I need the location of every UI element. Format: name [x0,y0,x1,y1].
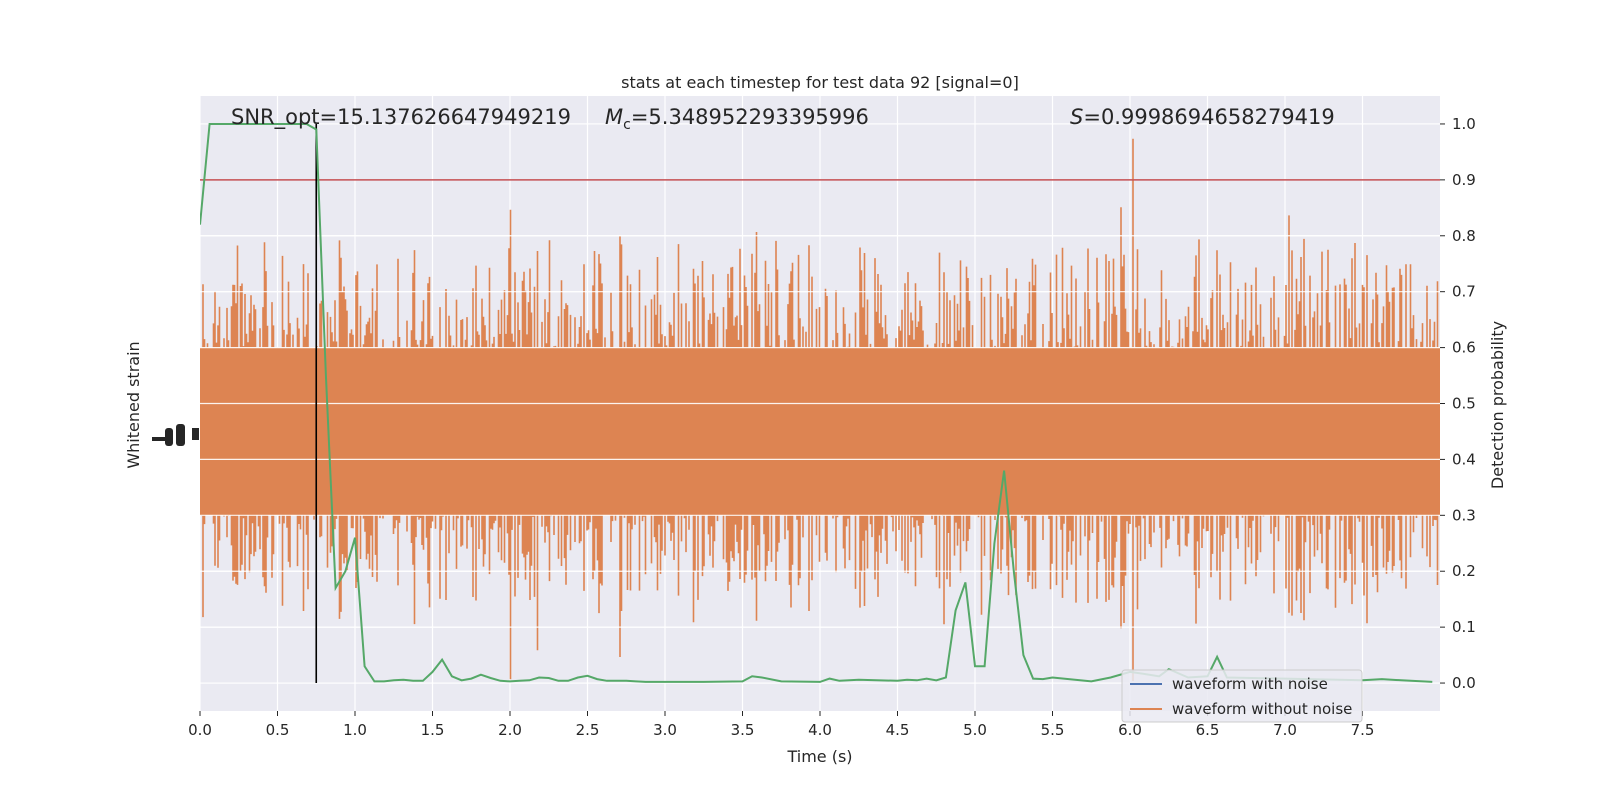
left-axis-clutter [152,424,199,446]
chart-title: stats at each timestep for test data 92 … [621,73,1019,92]
legend-box [1121,669,1363,723]
x-tick-label-4: 2.0 [498,721,522,739]
legend: waveform with noise waveform without noi… [1121,669,1363,723]
y-tick-label-0: 0.0 [1452,674,1476,692]
annotation-mc: Mc=5.348952293395996 [605,105,869,133]
y-tick-label-8: 0.8 [1452,227,1476,245]
y-tick-label-5: 0.5 [1452,395,1476,413]
y-axis-right-ticks: 0.0 0.1 0.2 0.3 0.4 0.5 0.6 0.7 0.8 0.9 1.0 [1440,115,1476,692]
x-tick-label-10: 5.0 [963,721,987,739]
y-tick-label-9: 0.9 [1452,171,1476,189]
x-tick-label-2: 1.0 [343,721,367,739]
y-tick-label-10: 1.0 [1452,115,1476,133]
strain-series [200,138,1440,681]
annotation-s: S=0.9998694658279419 [1070,105,1335,129]
y-tick-label-6: 0.6 [1452,339,1476,357]
x-tick-label-6: 3.0 [653,721,677,739]
y-axis-left-label: Whitened strain [124,341,143,468]
x-tick-label-9: 4.5 [886,721,910,739]
y-axis-right-label: Detection probability [1488,321,1507,489]
x-tick-label-1: 0.5 [266,721,290,739]
x-tick-label-3: 1.5 [421,721,445,739]
x-tick-label-0: 0.0 [188,721,212,739]
y-tick-label-4: 0.4 [1452,450,1476,468]
legend-label-noise: waveform with noise [1172,675,1328,693]
x-tick-label-12: 6.0 [1118,721,1142,739]
x-tick-label-11: 5.5 [1041,721,1065,739]
legend-label-clean: waveform without noise [1172,700,1352,718]
x-tick-label-14: 7.0 [1273,721,1297,739]
series-detection-probability [200,123,1433,683]
x-tick-label-13: 6.5 [1196,721,1220,739]
x-axis-ticks: 0.0 0.5 1.0 1.5 2.0 2.5 3.0 3.5 4.0 4.5 5.0 5.5 6.0 6… [188,711,1374,739]
x-tick-label-8: 4.0 [808,721,832,739]
y-tick-label-2: 0.2 [1452,562,1476,580]
strain-core-band [200,347,1440,516]
x-tick-label-15: 7.5 [1351,721,1375,739]
y-tick-label-7: 0.7 [1452,283,1476,301]
x-tick-label-5: 2.5 [576,721,600,739]
annotation-snr: SNR_opt=15.137626647949219 [231,105,571,130]
y-tick-label-3: 0.3 [1452,506,1476,524]
y-tick-label-1: 0.1 [1452,618,1476,636]
x-tick-label-7: 3.5 [731,721,755,739]
x-axis-label: Time (s) [786,747,852,766]
